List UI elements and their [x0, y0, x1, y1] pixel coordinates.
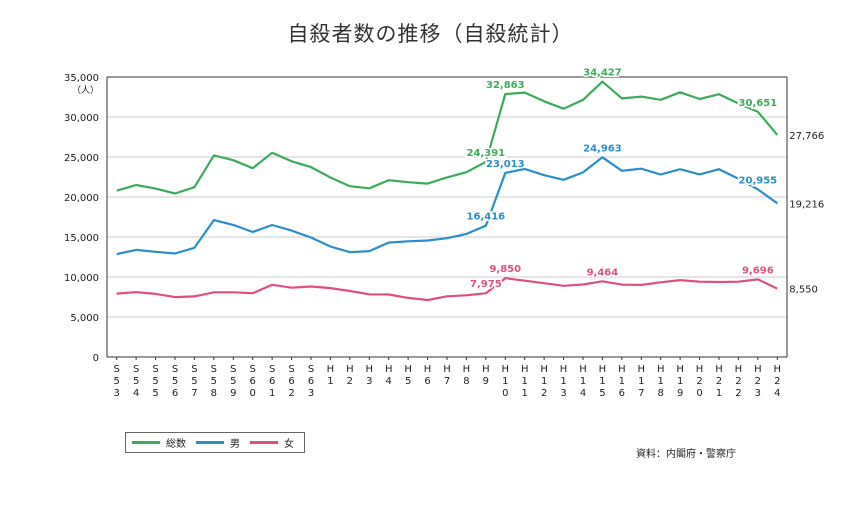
y-tick-label: 20,000 — [64, 193, 99, 204]
data-label: 9,850 — [489, 264, 521, 275]
data-label: 24,963 — [583, 143, 622, 154]
legend: 総数 男 女 — [125, 432, 305, 453]
y-tick-label: 5,000 — [70, 313, 99, 324]
data-label: 19,216 — [789, 199, 824, 210]
y-tick-label: 0 — [93, 353, 99, 364]
legend-entry-total: 総数 — [132, 435, 186, 450]
source-note: 資料：内閣府・警察庁 — [636, 449, 736, 460]
y-tick-label: 10,000 — [64, 273, 99, 284]
data-label: 23,013 — [486, 159, 525, 170]
data-label: 8,550 — [789, 285, 818, 296]
y-axis-label: （人） — [72, 85, 99, 96]
series-line-総数 — [116, 80, 779, 195]
y-tick-label: 30,000 — [64, 113, 99, 124]
legend-label-female: 女 — [284, 439, 294, 450]
y-tick-label: 25,000 — [64, 153, 99, 164]
data-label: 27,766 — [789, 131, 824, 142]
series-line-男 — [116, 156, 778, 256]
data-label: 30,651 — [739, 98, 778, 109]
data-label: 24,391 — [467, 148, 506, 159]
legend-entry-female: 女 — [250, 435, 294, 450]
legend-label-total: 総数 — [166, 439, 186, 450]
data-label: 20,955 — [739, 175, 778, 186]
chart-title: 自殺者数の推移（自殺統計） — [287, 22, 574, 46]
y-tick-label: 35,000 — [64, 73, 99, 84]
data-label: 9,464 — [587, 267, 619, 278]
y-tick-label: 15,000 — [64, 233, 99, 244]
data-label: 7,975 — [470, 279, 502, 290]
data-label: 34,427 — [583, 68, 622, 79]
legend-swatch-male — [196, 441, 224, 444]
legend-label-male: 男 — [230, 439, 240, 450]
data-label: 9,696 — [742, 265, 774, 276]
legend-entry-male: 男 — [196, 435, 240, 450]
legend-swatch-female — [250, 441, 278, 444]
data-label: 32,863 — [486, 80, 525, 91]
series-line-女 — [116, 277, 778, 302]
data-label: 16,416 — [467, 212, 506, 223]
legend-swatch-total — [132, 441, 160, 444]
